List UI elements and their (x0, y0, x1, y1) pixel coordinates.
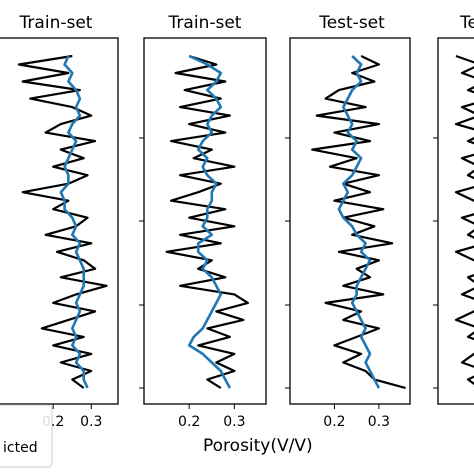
panel-2-series (165, 54, 249, 389)
panel-2-title: Train-set (168, 13, 242, 33)
panel-2-x-ticks: 0.2 0.3 (178, 404, 246, 430)
panel-3-series (311, 55, 406, 390)
legend-label: icted (3, 440, 38, 456)
x-tick-label-panel-3: 0.2 (323, 414, 345, 430)
panel-3: Test-set 0.2 0.3 (285, 13, 411, 430)
shared-x-axis-label: Porosity(V/V) (203, 436, 313, 456)
legend-box (0, 404, 53, 468)
panel-4-series (454, 54, 474, 386)
predicted-porosity-line-panel-2 (187, 54, 232, 389)
panel-4-title: Te (459, 13, 474, 33)
x-tick-label-panel-2: 0.2 (178, 414, 200, 430)
measured-porosity-line-panel-1 (17, 54, 108, 389)
predicted-porosity-line-panel-3 (337, 55, 381, 389)
panel-4: Te (433, 13, 474, 405)
x-tick-label-panel-1: 0.3 (80, 414, 102, 430)
panel-3-x-ticks: 0.2 0.3 (323, 404, 390, 430)
x-tick-label-panel-3: 0.3 (368, 414, 390, 430)
measured-porosity-line-panel-4 (454, 54, 474, 386)
panel-1-series (17, 54, 108, 389)
panel-2: Train-set 0.2 0.3 (139, 13, 267, 430)
panel-3-title: Test-set (318, 13, 385, 33)
measured-porosity-line-panel-2 (165, 54, 249, 389)
predicted-porosity-line-panel-1 (59, 55, 89, 389)
panel-1: Train-set 0.2 0.3 (0, 13, 119, 430)
panel-1-title: Train-set (19, 13, 93, 33)
x-tick-label-panel-2: 0.3 (223, 414, 245, 430)
panel-1-frame (0, 37, 119, 405)
measured-porosity-line-panel-3 (311, 55, 406, 390)
